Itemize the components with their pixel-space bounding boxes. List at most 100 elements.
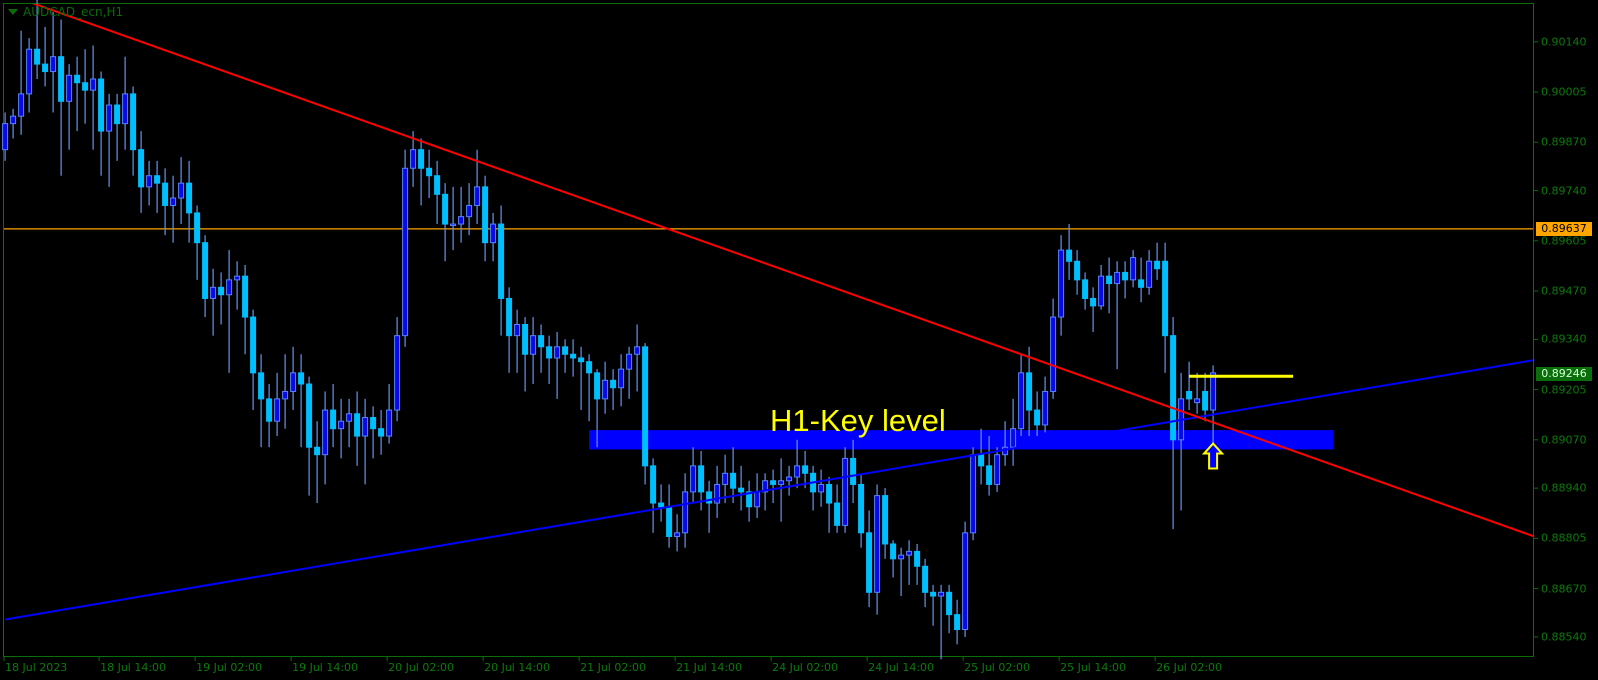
bull-candle [410, 149, 417, 169]
bear-candle [202, 242, 209, 299]
bear-candle [1090, 297, 1097, 307]
bear-candle [1138, 279, 1145, 288]
bull-candle [210, 286, 217, 299]
bull-candle [898, 554, 905, 560]
bear-candle [442, 193, 449, 225]
bull-candle [66, 74, 73, 102]
bid-price-label: 0.89246 [1536, 367, 1592, 382]
bull-candle [2, 123, 9, 151]
bear-candle [330, 409, 337, 430]
bear-candle [298, 372, 305, 385]
bull-candle [626, 353, 633, 370]
bull-candle [1042, 390, 1049, 426]
bull-candle [1114, 271, 1121, 285]
price-tick-label: 0.89340 [1541, 332, 1587, 346]
bull-candle [466, 204, 473, 218]
bull-candle [818, 483, 825, 493]
bear-candle [650, 465, 657, 504]
bear-candle [1122, 271, 1129, 281]
bear-candle [1202, 390, 1209, 411]
symbol-timeframe: AUDCAD_ecn,H1 [23, 5, 124, 19]
bear-candle [946, 591, 953, 616]
bull-candle [722, 472, 729, 485]
dropdown-triangle-icon[interactable] [8, 9, 18, 15]
level-price-label: 0.89637 [1536, 221, 1592, 236]
bull-candle [274, 398, 281, 422]
bear-candle [42, 63, 49, 73]
bear-candle [418, 149, 425, 169]
bear-candle [546, 346, 553, 359]
bear-candle [642, 346, 649, 467]
bear-candle [98, 78, 105, 132]
bear-candle [1066, 249, 1073, 262]
bull-candle [1210, 372, 1217, 411]
bear-candle [154, 175, 161, 184]
chart-title[interactable]: AUDCAD_ecn,H1 [8, 5, 123, 19]
bull-candle [530, 335, 537, 355]
bull-candle [146, 175, 153, 188]
time-tick-label: 24 Jul 02:00 [772, 661, 839, 674]
bull-candle [1018, 372, 1025, 430]
bear-candle [1074, 260, 1081, 281]
bear-candle [186, 182, 193, 214]
time-tick-label: 25 Jul 02:00 [964, 661, 1031, 674]
time-tick-label: 19 Jul 02:00 [196, 661, 263, 674]
bull-candle [490, 223, 497, 244]
bull-candle [362, 416, 369, 437]
bull-candle [322, 409, 329, 456]
bull-candle [1098, 275, 1105, 307]
bull-candle [26, 48, 33, 95]
bear-candle [250, 316, 257, 374]
price-tick-label: 0.89740 [1541, 184, 1587, 198]
bear-candle [82, 82, 89, 91]
bear-candle [306, 383, 313, 448]
bull-candle [674, 532, 681, 538]
bear-candle [698, 465, 705, 493]
price-tick-label: 0.89605 [1541, 234, 1587, 248]
bull-candle [394, 335, 401, 411]
time-tick-label: 21 Jul 02:00 [580, 661, 647, 674]
bull-candle [458, 216, 465, 225]
price-tick-label: 0.90005 [1541, 85, 1587, 99]
bear-candle [538, 335, 545, 348]
bear-candle [866, 532, 873, 593]
bull-candle [842, 457, 849, 526]
bear-candle [1082, 279, 1089, 299]
bear-candle [850, 457, 857, 485]
bull-candle [1146, 260, 1153, 288]
bear-candle [746, 491, 753, 508]
bear-candle [978, 454, 985, 467]
bear-candle [666, 506, 673, 538]
time-tick-label: 24 Jul 14:00 [868, 661, 935, 674]
bull-candle [602, 379, 609, 400]
support-trendline[interactable] [4, 359, 1535, 621]
price-tick-label: 0.89870 [1541, 135, 1587, 149]
time-tick-label: 19 Jul 14:00 [292, 661, 359, 674]
bear-candle [266, 398, 273, 422]
bull-candle [122, 93, 129, 125]
bull-candle [282, 390, 289, 400]
bull-candle [906, 550, 913, 556]
bear-candle [522, 323, 529, 355]
bear-candle [314, 446, 321, 456]
bear-candle [498, 223, 505, 299]
bear-candle [826, 483, 833, 504]
bear-candle [594, 372, 601, 400]
bull-candle [514, 323, 521, 337]
key-level-zone [589, 430, 1334, 450]
bull-candle [554, 346, 561, 359]
price-tick-label: 0.89070 [1541, 433, 1587, 447]
bull-candle [1050, 316, 1057, 392]
bear-candle [218, 286, 225, 296]
resistance-trendline[interactable] [31, 3, 1535, 538]
bull-candle [1058, 249, 1065, 318]
bear-candle [914, 550, 921, 567]
price-tick-label: 0.88940 [1541, 481, 1587, 495]
bear-candle [162, 182, 169, 206]
bear-candle [370, 416, 377, 430]
bull-candle [106, 104, 113, 132]
bear-candle [802, 465, 809, 474]
bear-candle [242, 275, 249, 318]
bear-candle [1162, 260, 1169, 337]
